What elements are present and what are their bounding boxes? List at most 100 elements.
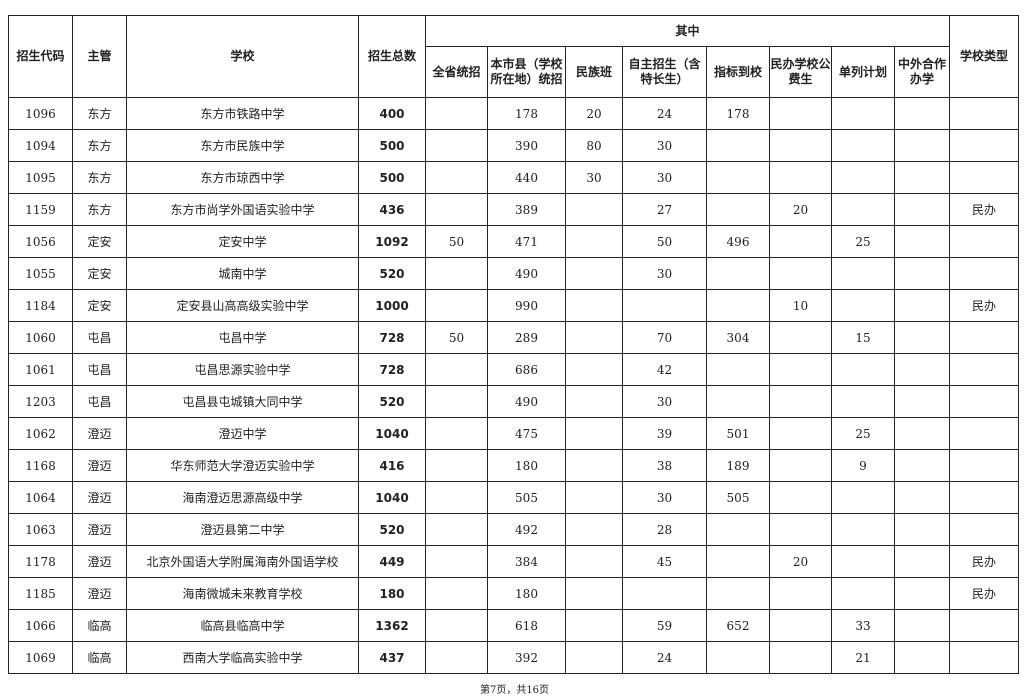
table-cell	[769, 97, 832, 130]
table-cell: 1069	[8, 641, 73, 674]
table-cell	[769, 449, 832, 482]
table-cell	[565, 449, 623, 482]
table-cell: 民办	[949, 193, 1020, 226]
table-cell: 180	[487, 577, 566, 610]
table-cell: 27	[622, 193, 707, 226]
table-cell: 定安	[72, 225, 127, 258]
table-cell: 21	[831, 641, 895, 674]
table-cell	[949, 609, 1020, 642]
table-cell: 屯昌	[72, 385, 127, 418]
table-cell	[565, 225, 623, 258]
table-cell	[769, 577, 832, 610]
table-cell	[425, 353, 488, 386]
table-cell	[425, 417, 488, 450]
table-cell: 1000	[358, 289, 426, 322]
table-row: 1066 临高 临高县临高中学 1362 618 59 652 33	[8, 609, 1020, 642]
table-cell: 1040	[358, 417, 426, 450]
table-cell: 45	[622, 545, 707, 578]
table-cell: 436	[358, 193, 426, 226]
table-cell: 民办	[949, 289, 1020, 322]
table-cell: 9	[831, 449, 895, 482]
table-cell: 华东师范大学澄迈实验中学	[126, 449, 359, 482]
table-cell: 178	[487, 97, 566, 130]
table-cell: 180	[358, 577, 426, 610]
table-cell	[893, 161, 951, 194]
subheader: 指标到校	[706, 46, 770, 98]
table-row: 1178 澄迈 北京外国语大学附属海南外国语学校 449 384 45 20 民办	[8, 545, 1020, 578]
table-cell: 30	[622, 129, 707, 162]
table-cell	[831, 577, 895, 610]
table-cell: 1060	[8, 321, 73, 354]
table-row: 1096 东方 东方市铁路中学 400 178 20 24 178	[8, 97, 1020, 130]
table-row: 1055 定安 城南中学 520 490 30	[8, 257, 1020, 290]
table-row: 1069 临高 西南大学临高实验中学 437 392 24 21	[8, 641, 1020, 674]
table-cell	[769, 385, 832, 418]
table-cell: 178	[706, 97, 770, 130]
table-cell: 39	[622, 417, 707, 450]
header-group: 其中	[424, 15, 951, 47]
table-cell	[425, 513, 488, 546]
table-cell	[706, 385, 770, 418]
table-cell	[706, 161, 770, 194]
table-cell	[769, 225, 832, 258]
table-cell	[893, 289, 951, 322]
table-cell	[949, 385, 1020, 418]
table-cell: 1178	[8, 545, 73, 578]
table-cell	[425, 161, 488, 194]
table-cell: 728	[358, 321, 426, 354]
table-cell	[769, 481, 832, 514]
table-cell: 15	[831, 321, 895, 354]
table-cell	[425, 385, 488, 418]
table-cell: 490	[487, 385, 566, 418]
table-cell	[706, 289, 770, 322]
table-row: 1056 定安 定安中学 1092 50 471 50 496 25	[8, 225, 1020, 258]
header-type: 学校类型	[949, 15, 1020, 98]
enrollment-table: 招生代码 主管 学校 招生总数 其中 学校类型 全省统招 本市县（学校所在地）统招…	[8, 15, 1020, 674]
header-code: 招生代码	[8, 15, 73, 98]
table-cell: 澄迈	[72, 513, 127, 546]
table-cell	[949, 481, 1020, 514]
table-cell: 1092	[358, 225, 426, 258]
table-cell	[425, 545, 488, 578]
table-cell: 定安	[72, 257, 127, 290]
table-row: 1094 东方 东方市民族中学 500 390 80 30	[8, 129, 1020, 162]
table-cell: 500	[358, 161, 426, 194]
table-cell: 30	[565, 161, 623, 194]
table-cell	[893, 193, 951, 226]
table-cell: 海南微城未来教育学校	[126, 577, 359, 610]
table-cell: 24	[622, 641, 707, 674]
table-cell: 东方市民族中学	[126, 129, 359, 162]
table-cell	[769, 641, 832, 674]
table-cell	[949, 225, 1020, 258]
table-cell: 1184	[8, 289, 73, 322]
table-row: 1060 屯昌 屯昌中学 728 50 289 70 304 15	[8, 321, 1020, 354]
table-cell: 440	[487, 161, 566, 194]
table-cell: 临高	[72, 609, 127, 642]
page-footer: 第7页，共16页	[479, 685, 550, 696]
table-cell: 20	[769, 193, 832, 226]
table-row: 1203 屯昌 屯昌县屯城镇大同中学 520 490 30	[8, 385, 1020, 418]
table-cell: 1159	[8, 193, 73, 226]
table-cell	[425, 129, 488, 162]
table-cell	[425, 289, 488, 322]
table-cell: 屯昌	[72, 321, 127, 354]
table-cell: 520	[358, 257, 426, 290]
table-cell: 33	[831, 609, 895, 642]
table-cell: 471	[487, 225, 566, 258]
table-cell: 180	[487, 449, 566, 482]
table-cell	[769, 417, 832, 450]
table-cell: 652	[706, 609, 770, 642]
table-cell	[831, 513, 895, 546]
table-cell: 437	[358, 641, 426, 674]
table-cell	[622, 577, 707, 610]
table-row: 1185 澄迈 海南微城未来教育学校 180 180 民办	[8, 577, 1020, 610]
table-cell: 80	[565, 129, 623, 162]
table-cell	[893, 321, 951, 354]
table-cell	[565, 577, 623, 610]
table-cell	[893, 257, 951, 290]
table-cell	[425, 577, 488, 610]
table-cell: 东方市铁路中学	[126, 97, 359, 130]
table-cell: 28	[622, 513, 707, 546]
table-cell	[893, 385, 951, 418]
table-cell	[425, 193, 488, 226]
